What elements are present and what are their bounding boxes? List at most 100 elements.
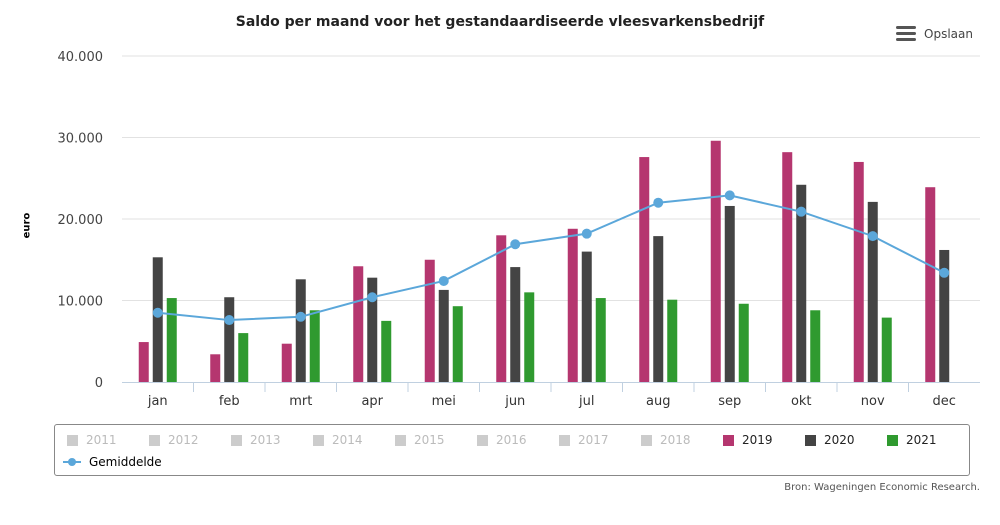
x-tick-label: mrt <box>289 394 312 409</box>
legend-swatch-icon <box>559 434 570 446</box>
legend-swatch-icon <box>231 434 242 446</box>
bar-2020-mrt[interactable] <box>295 279 306 382</box>
legend-item-2018[interactable]: 2018 <box>641 433 691 447</box>
bar-2019-okt[interactable] <box>782 152 793 382</box>
x-tick-label: nov <box>861 394 885 409</box>
bar-2021-sep[interactable] <box>738 303 749 382</box>
legend-item-2013[interactable]: 2013 <box>231 433 281 447</box>
point-gemiddelde-okt[interactable] <box>796 206 807 217</box>
line-gemiddelde <box>157 194 945 322</box>
legend-label: 2019 <box>742 433 773 447</box>
y-tick-label: 0 <box>95 376 103 391</box>
bar-2021-jan[interactable] <box>166 298 177 382</box>
legend-item-2020[interactable]: 2020 <box>805 433 855 447</box>
point-gemiddelde-jul[interactable] <box>581 228 592 239</box>
legend-label: 2011 <box>86 433 117 447</box>
bar-2021-jun[interactable] <box>524 292 535 382</box>
legend-swatch-icon <box>395 434 406 446</box>
bar-2021-aug[interactable] <box>667 299 678 382</box>
legend-item-2021[interactable]: 2021 <box>887 433 937 447</box>
point-gemiddelde-jun[interactable] <box>510 239 521 250</box>
bar-2019-mei[interactable] <box>424 259 435 382</box>
bar-2021-mei[interactable] <box>452 306 463 382</box>
point-gemiddelde-feb[interactable] <box>224 315 235 326</box>
legend-label: 2014 <box>332 433 363 447</box>
bar-2020-jul[interactable] <box>581 251 592 382</box>
legend-label: 2015 <box>414 433 445 447</box>
legend-swatch-icon <box>723 434 734 446</box>
bar-2020-nov[interactable] <box>867 201 878 382</box>
bar-2020-apr[interactable] <box>367 277 378 382</box>
bar-2020-dec[interactable] <box>939 249 950 382</box>
x-tick-label: apr <box>361 394 383 409</box>
bar-2020-mei[interactable] <box>438 289 449 382</box>
bar-2019-jul[interactable] <box>567 228 578 382</box>
point-gemiddelde-jan[interactable] <box>152 307 163 318</box>
bar-2021-apr[interactable] <box>381 320 392 382</box>
bar-2021-mrt[interactable] <box>309 310 320 382</box>
bar-2019-jun[interactable] <box>496 235 507 382</box>
legend-label: 2013 <box>250 433 281 447</box>
point-gemiddelde-mrt[interactable] <box>295 311 306 322</box>
point-gemiddelde-mei[interactable] <box>438 275 449 286</box>
bar-2020-jan[interactable] <box>152 257 163 382</box>
legend-item-2015[interactable]: 2015 <box>395 433 445 447</box>
legend-swatch-icon <box>67 434 78 446</box>
x-tick-label: sep <box>718 394 741 409</box>
save-button[interactable]: Opslaan <box>896 26 973 41</box>
bar-2021-nov[interactable] <box>881 317 892 382</box>
legend-item-2012[interactable]: 2012 <box>149 433 199 447</box>
legend-label: 2017 <box>578 433 609 447</box>
legend-swatch-icon <box>313 434 324 446</box>
bar-2020-okt[interactable] <box>796 184 807 382</box>
x-tick-label: jul <box>578 394 594 409</box>
bar-2019-apr[interactable] <box>353 266 364 382</box>
point-gemiddelde-nov[interactable] <box>867 231 878 242</box>
x-tick-label: jan <box>147 394 168 409</box>
point-gemiddelde-apr[interactable] <box>367 292 378 303</box>
legend-swatch-icon <box>641 434 652 446</box>
y-axis-label: euro <box>21 212 33 239</box>
bar-2019-jan[interactable] <box>138 342 149 382</box>
bar-2021-okt[interactable] <box>810 310 821 382</box>
legend-item-2017[interactable]: 2017 <box>559 433 609 447</box>
legend-label: 2018 <box>660 433 691 447</box>
legend-swatch-icon <box>477 434 488 446</box>
legend-item-2011[interactable]: 2011 <box>67 433 117 447</box>
legend-label: 2021 <box>906 433 937 447</box>
legend-item-gemiddelde[interactable]: Gemiddelde <box>63 455 162 469</box>
bar-2019-nov[interactable] <box>853 161 864 382</box>
legend-label: Gemiddelde <box>89 455 162 469</box>
point-gemiddelde-dec[interactable] <box>939 267 950 278</box>
x-tick-label: dec <box>933 394 956 409</box>
bar-2020-aug[interactable] <box>653 236 664 382</box>
bar-2019-aug[interactable] <box>639 157 650 382</box>
bar-2021-jul[interactable] <box>595 298 606 382</box>
legend-item-2019[interactable]: 2019 <box>723 433 773 447</box>
bar-2019-dec[interactable] <box>925 187 936 382</box>
y-tick-label: 30.000 <box>58 132 104 147</box>
legend-swatch-icon <box>805 434 816 446</box>
bar-2020-sep[interactable] <box>724 205 735 382</box>
bar-2019-mrt[interactable] <box>281 343 292 382</box>
legend-label: 2012 <box>168 433 199 447</box>
bar-2019-sep[interactable] <box>710 140 721 382</box>
point-gemiddelde-sep[interactable] <box>724 190 735 201</box>
x-tick-label: mei <box>432 394 456 409</box>
bar-2020-jun[interactable] <box>510 267 521 382</box>
legend-item-2014[interactable]: 2014 <box>313 433 363 447</box>
bar-2020-feb[interactable] <box>224 297 235 382</box>
legend-label: 2016 <box>496 433 527 447</box>
point-gemiddelde-aug[interactable] <box>653 197 664 208</box>
bar-2021-feb[interactable] <box>238 333 249 382</box>
bar-2019-feb[interactable] <box>210 354 221 382</box>
legend-label: 2020 <box>824 433 855 447</box>
save-label: Opslaan <box>924 26 973 41</box>
x-tick-label: aug <box>646 394 670 409</box>
legend-line-marker-icon <box>63 458 81 466</box>
legend: 2011 2012 2013 2014 2015 2016 2017 2018 2019 2020… <box>54 424 970 476</box>
x-tick-label: feb <box>219 394 240 409</box>
legend-item-2016[interactable]: 2016 <box>477 433 527 447</box>
